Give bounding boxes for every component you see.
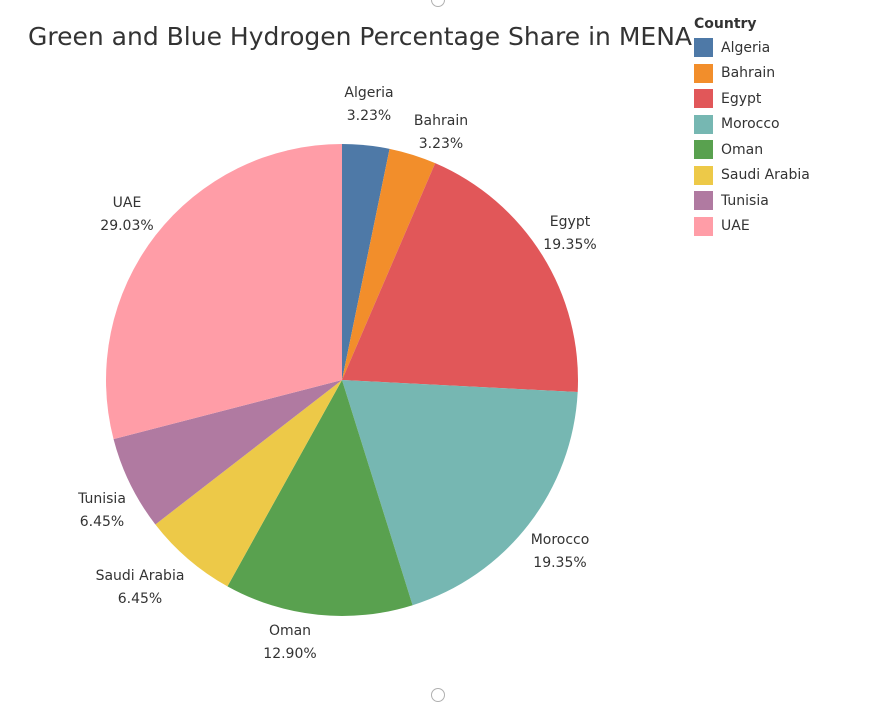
- chart-title: Green and Blue Hydrogen Percentage Share…: [28, 22, 693, 51]
- legend-label-egypt: Egypt: [721, 90, 762, 107]
- slice-label-name-algeria: Algeria: [344, 85, 393, 101]
- slice-label-name-morocco: Morocco: [531, 532, 590, 548]
- legend-item-egypt[interactable]: Egypt: [694, 86, 810, 112]
- legend: Country Algeria Bahrain Egypt Morocco Oman Sa…: [694, 16, 810, 239]
- slice-label-name-saudi-arabia: Saudi Arabia: [96, 568, 185, 584]
- legend-item-bahrain[interactable]: Bahrain: [694, 61, 810, 87]
- legend-item-uae[interactable]: UAE: [694, 214, 810, 240]
- legend-label-tunisia: Tunisia: [721, 192, 769, 209]
- legend-title: Country: [694, 16, 757, 32]
- slice-label-value-tunisia: 6.45%: [80, 514, 124, 530]
- legend-label-bahrain: Bahrain: [721, 65, 776, 82]
- legend-label-uae: UAE: [721, 218, 750, 235]
- slice-label-name-bahrain: Bahrain: [414, 113, 468, 129]
- pie-slice-uae[interactable]: [106, 144, 342, 440]
- legend-label-morocco: Morocco: [721, 116, 780, 133]
- legend-label-saudi-arabia: Saudi Arabia: [721, 167, 810, 184]
- legend-item-algeria[interactable]: Algeria: [694, 35, 810, 61]
- pie-slice-algeria[interactable]: [342, 143, 390, 380]
- pie-slice-egypt[interactable]: [342, 163, 578, 393]
- legend-swatch-egypt: [694, 89, 713, 109]
- pie-slice-oman[interactable]: [227, 380, 413, 617]
- legend-swatch-morocco: [694, 114, 713, 134]
- slice-label-value-morocco: 19.35%: [533, 555, 586, 571]
- legend-item-morocco[interactable]: Morocco: [694, 112, 810, 138]
- legend-item-oman[interactable]: Oman: [694, 137, 810, 163]
- slice-label-value-saudi-arabia: 6.45%: [118, 591, 162, 607]
- legend-item-saudi-arabia[interactable]: Saudi Arabia: [694, 163, 810, 189]
- legend-swatch-bahrain: [694, 63, 713, 83]
- slice-label-name-oman: Oman: [269, 623, 311, 639]
- pie-slice-morocco[interactable]: [342, 380, 578, 606]
- slice-label-value-oman: 12.90%: [263, 646, 316, 662]
- pie-slice-bahrain[interactable]: [342, 148, 436, 380]
- slice-label-name-tunisia: Tunisia: [77, 491, 126, 507]
- legend-label-algeria: Algeria: [721, 39, 771, 56]
- legend-items: Algeria Bahrain Egypt Morocco Oman Saudi Arab…: [694, 35, 810, 239]
- slice-label-value-egypt: 19.35%: [543, 237, 596, 253]
- slice-label-value-uae: 29.03%: [100, 218, 153, 234]
- legend-swatch-tunisia: [694, 191, 713, 211]
- pie-slice-tunisia[interactable]: [113, 380, 342, 525]
- legend-swatch-saudi-arabia: [694, 165, 713, 185]
- legend-item-tunisia[interactable]: Tunisia: [694, 188, 810, 214]
- slice-label-name-uae: UAE: [113, 195, 142, 211]
- legend-swatch-oman: [694, 140, 713, 160]
- slice-label-value-bahrain: 3.23%: [419, 136, 463, 152]
- slice-label-name-egypt: Egypt: [550, 214, 591, 230]
- legend-swatch-uae: [694, 216, 713, 236]
- slice-label-value-algeria: 3.23%: [347, 108, 391, 124]
- legend-swatch-algeria: [694, 38, 713, 58]
- legend-label-oman: Oman: [721, 141, 764, 158]
- pie-slice-saudi-arabia[interactable]: [155, 380, 342, 587]
